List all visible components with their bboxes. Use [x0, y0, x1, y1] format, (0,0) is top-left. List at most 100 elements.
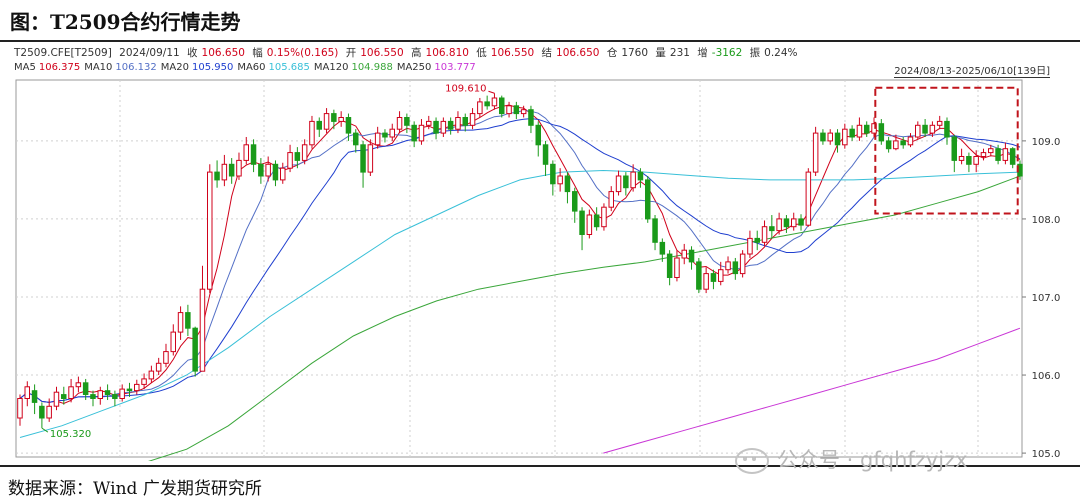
contract-code: T2509.CFE[T2509] [14, 47, 112, 59]
ma-line-ma20 [19, 118, 1021, 403]
candle-up [630, 171, 636, 189]
candle-down [462, 117, 468, 126]
ma-legend-value: 105.950 [191, 62, 234, 73]
annotation-pointer [41, 427, 49, 433]
candle-down [294, 152, 301, 161]
candle-down [250, 144, 257, 165]
quote-date: 2024/09/11 [119, 47, 180, 59]
candle-down [447, 120, 454, 130]
candle-down [382, 132, 388, 138]
chart-svg: 105.0 106.0 107.0 108.0 109.0 109.610 105.320 [15, 79, 1061, 463]
ma-legend-label: MA5 [14, 62, 36, 73]
candle-up [893, 140, 899, 150]
candle-down [710, 273, 717, 282]
candle-up [141, 378, 147, 385]
change-value: 0.15%(0.165) [266, 47, 339, 59]
title-divider [0, 40, 1080, 42]
candle-down [112, 394, 118, 400]
candle-down [82, 382, 89, 395]
candle-up [586, 214, 593, 235]
source-note: 数据来源：Wind 广发期货研究所 [8, 479, 262, 499]
candle-up [907, 136, 914, 146]
footer-divider [0, 465, 1080, 467]
candle-up [155, 362, 162, 372]
candle-up [491, 97, 498, 107]
candle-up [418, 124, 425, 142]
volume-label: 量 [655, 47, 666, 59]
candle-up [134, 383, 140, 392]
candle-down [528, 109, 534, 126]
ma-legend-label: MA120 [313, 62, 349, 73]
candle-down [652, 218, 658, 243]
candle-up [915, 124, 921, 138]
low-value: 106.550 [490, 47, 535, 59]
candle-up [389, 128, 395, 138]
candle-up [812, 132, 819, 173]
candle-up [958, 156, 965, 161]
candle-up [739, 253, 746, 275]
candle-up [455, 117, 461, 130]
candle-up [973, 156, 979, 165]
candle-down [550, 163, 556, 185]
change-label: 幅 [252, 47, 263, 59]
candle-up [426, 120, 432, 126]
candle-up [1002, 148, 1009, 161]
candle-down [31, 390, 38, 403]
settle-label: 结 [541, 47, 553, 59]
candle-down [623, 175, 629, 189]
candle-down [192, 327, 198, 372]
candle-down [732, 261, 739, 275]
candle-down [769, 226, 775, 232]
candle-down [331, 113, 337, 122]
candle-up [791, 218, 797, 228]
candle-up [236, 159, 242, 177]
candle-up [75, 382, 82, 388]
candle-down [951, 136, 957, 161]
candle-up [207, 171, 213, 290]
candle-up [477, 101, 483, 115]
annotation-low: 105.320 [50, 429, 91, 440]
ma-legend-label: MA20 [160, 62, 189, 73]
plot-frame [15, 79, 1023, 458]
candle-down [645, 179, 651, 220]
candle-down [572, 191, 578, 212]
candle-down [316, 120, 322, 130]
candle-up [936, 120, 943, 126]
candle-up [301, 144, 308, 161]
candle-up [221, 163, 228, 181]
open-value: 106.550 [360, 47, 404, 59]
candle-down [878, 123, 885, 142]
ma-line-ma60 [19, 169, 1021, 438]
oi-change-value: -3162 [711, 47, 743, 59]
candle-up [980, 152, 987, 157]
candle-down [754, 237, 760, 243]
candle-down [564, 175, 571, 193]
candle-down [404, 117, 410, 126]
ma-legend-value: 106.375 [38, 62, 81, 73]
volume-value: 231 [669, 47, 690, 59]
candle-up [243, 144, 249, 161]
candle-down [90, 394, 96, 400]
candle-down [513, 105, 520, 115]
y-tick-label: 106.0 [1032, 371, 1061, 382]
candle-down [666, 253, 673, 279]
candle-down [820, 132, 826, 142]
candle-down [834, 132, 841, 146]
candle-up [988, 148, 994, 154]
candle-up [506, 105, 512, 115]
annotation-high: 109.610 [445, 83, 486, 94]
candle-up [469, 113, 476, 126]
close-value: 106.650 [201, 47, 245, 59]
candle-down [579, 210, 585, 236]
quote-info-row: T2509.CFE[T2509] 2024/09/11 收 106.650 幅 0.… [14, 45, 802, 60]
candle-up [374, 132, 381, 146]
candle-down [228, 163, 235, 177]
candle-up [177, 312, 184, 333]
candle-up [17, 398, 23, 419]
candle-up [265, 163, 271, 177]
candle-down [688, 249, 695, 263]
ma-legend-value: 104.988 [351, 62, 393, 73]
watermark-text: 公众号 · gfqhfzyjzx [777, 448, 968, 472]
ma-legend-value: 105.685 [268, 62, 310, 73]
amplitude-value: 0.24% [764, 47, 798, 59]
